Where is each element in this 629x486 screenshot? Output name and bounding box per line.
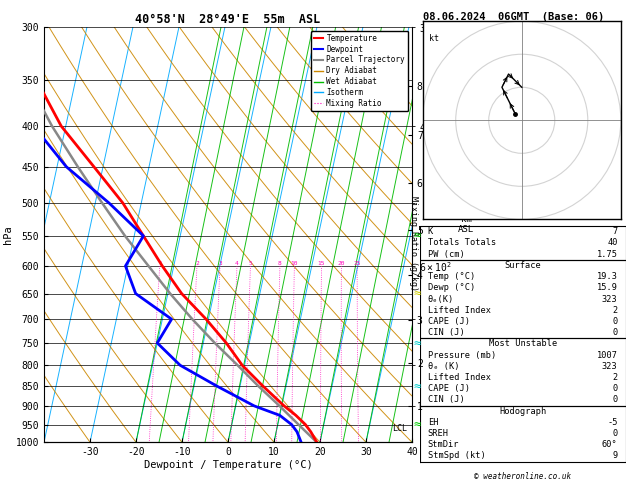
Text: CIN (J): CIN (J) xyxy=(428,328,465,337)
Text: Temp (°C): Temp (°C) xyxy=(428,272,475,281)
Text: 1.75: 1.75 xyxy=(596,250,618,259)
Text: Pressure (mb): Pressure (mb) xyxy=(428,350,496,360)
Text: 10: 10 xyxy=(291,261,298,266)
Text: StmSpd (kt): StmSpd (kt) xyxy=(428,451,486,460)
Text: 25: 25 xyxy=(353,261,361,266)
Text: 3: 3 xyxy=(218,261,222,266)
Text: θₑ(K): θₑ(K) xyxy=(428,295,454,304)
Text: 1: 1 xyxy=(158,261,162,266)
Legend: Temperature, Dewpoint, Parcel Trajectory, Dry Adiabat, Wet Adiabat, Isotherm, Mi: Temperature, Dewpoint, Parcel Trajectory… xyxy=(311,31,408,111)
Text: Totals Totals: Totals Totals xyxy=(428,239,496,247)
Text: PW (cm): PW (cm) xyxy=(428,250,465,259)
Text: 0: 0 xyxy=(613,429,618,438)
Text: 60°: 60° xyxy=(602,440,618,449)
Text: 0: 0 xyxy=(613,317,618,326)
Text: 40: 40 xyxy=(607,239,618,247)
Text: 0: 0 xyxy=(613,328,618,337)
Text: 15.9: 15.9 xyxy=(596,283,618,292)
Text: 2: 2 xyxy=(195,261,199,266)
Text: 1007: 1007 xyxy=(596,350,618,360)
Text: EH: EH xyxy=(428,418,438,427)
Text: StmDir: StmDir xyxy=(428,440,459,449)
Y-axis label: hPa: hPa xyxy=(3,225,13,244)
Text: 0: 0 xyxy=(613,396,618,404)
Text: LCL: LCL xyxy=(392,424,408,433)
Text: Surface: Surface xyxy=(504,261,541,270)
X-axis label: Dewpoint / Temperature (°C): Dewpoint / Temperature (°C) xyxy=(143,460,313,470)
Text: 7: 7 xyxy=(613,227,618,236)
Text: Dewp (°C): Dewp (°C) xyxy=(428,283,475,292)
Text: 323: 323 xyxy=(602,295,618,304)
Text: Lifted Index: Lifted Index xyxy=(428,373,491,382)
Text: 8: 8 xyxy=(278,261,282,266)
Text: © weatheronline.co.uk: © weatheronline.co.uk xyxy=(474,472,571,481)
Text: 9: 9 xyxy=(613,451,618,460)
Text: ≈: ≈ xyxy=(414,287,421,300)
Text: CAPE (J): CAPE (J) xyxy=(428,384,470,393)
Text: ≈: ≈ xyxy=(414,380,421,393)
Text: Most Unstable: Most Unstable xyxy=(489,339,557,348)
Text: CAPE (J): CAPE (J) xyxy=(428,317,470,326)
Text: θₑ (K): θₑ (K) xyxy=(428,362,459,371)
Text: 323: 323 xyxy=(602,362,618,371)
Text: kt: kt xyxy=(430,35,439,43)
Title: 40°58'N  28°49'E  55m  ASL: 40°58'N 28°49'E 55m ASL xyxy=(135,13,321,26)
Text: 0: 0 xyxy=(613,384,618,393)
Text: 4: 4 xyxy=(235,261,239,266)
Y-axis label: km
ASL: km ASL xyxy=(458,215,474,235)
Text: Lifted Index: Lifted Index xyxy=(428,306,491,315)
Text: K: K xyxy=(428,227,433,236)
Text: 5: 5 xyxy=(248,261,252,266)
Text: 08.06.2024  06GMT  (Base: 06): 08.06.2024 06GMT (Base: 06) xyxy=(423,12,604,22)
Text: SREH: SREH xyxy=(428,429,449,438)
Text: ≈: ≈ xyxy=(414,229,421,243)
Text: -5: -5 xyxy=(607,418,618,427)
Text: ≈: ≈ xyxy=(414,418,421,431)
Text: 2: 2 xyxy=(613,373,618,382)
Text: 15: 15 xyxy=(318,261,325,266)
Text: ≈: ≈ xyxy=(414,336,421,349)
Text: 2: 2 xyxy=(613,306,618,315)
Text: Mixing Ratio (g/kg): Mixing Ratio (g/kg) xyxy=(409,195,418,291)
Text: 20: 20 xyxy=(338,261,345,266)
Text: 19.3: 19.3 xyxy=(596,272,618,281)
Text: Hodograph: Hodograph xyxy=(499,407,547,416)
Text: CIN (J): CIN (J) xyxy=(428,396,465,404)
